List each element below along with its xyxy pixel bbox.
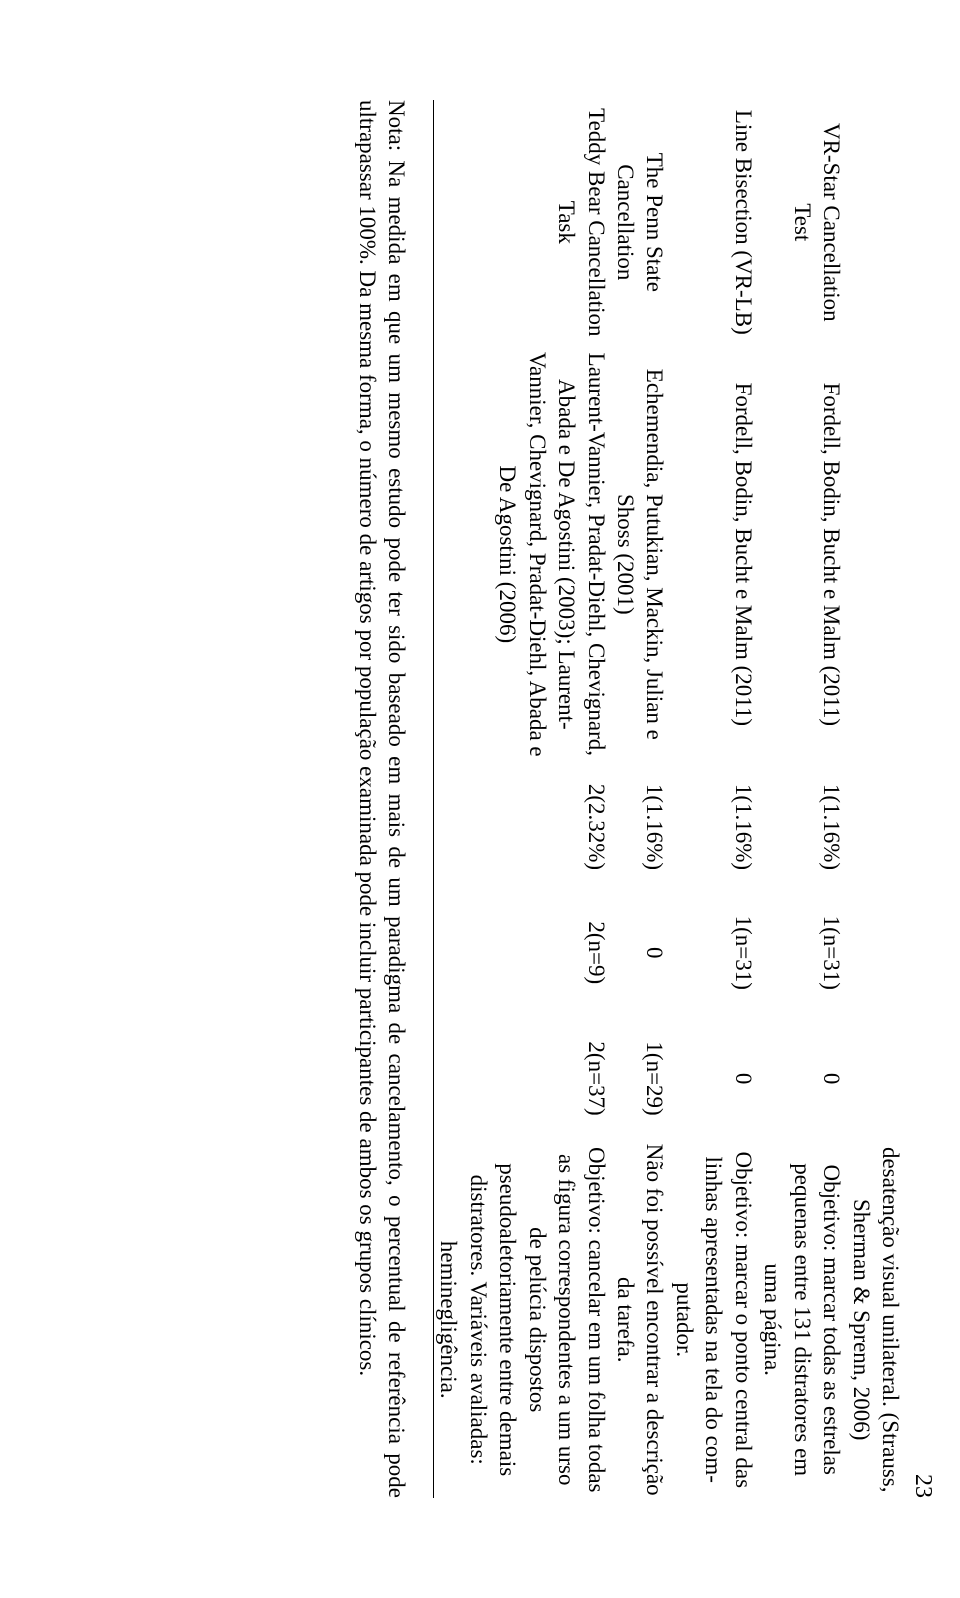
cell-g2: 2(n=37) <box>434 1016 611 1142</box>
cell-ref: Laurent-Vannier, Pradat-Diehl, Che­vigna… <box>434 345 611 764</box>
cell-g2: 0 <box>758 1016 846 1142</box>
cell-name: VR-Star Cancella­tion Test <box>758 100 846 345</box>
page-container: 23 desatenção visual unilate­ral. (Strau… <box>0 0 960 1598</box>
cell-g1: 2(n=9) <box>434 890 611 1016</box>
cell-desc: Objetivo: marcar todas as estrelas peque… <box>758 1141 846 1498</box>
cell-desc: Não foi possível encon­trar a descrição … <box>611 1141 670 1498</box>
cell-name <box>846 100 905 345</box>
table-row: Teddy Bear Cancel­lation Task Laurent-Va… <box>434 100 611 1498</box>
cell-pct: 2(2.32%) <box>434 764 611 890</box>
cell-g1: 1(n=31) <box>670 890 758 1016</box>
cell-pct <box>846 764 905 890</box>
cell-pct: 1(1.16%) <box>758 764 846 890</box>
page-number: 23 <box>909 1474 936 1498</box>
cell-pct: 1(1.16%) <box>670 764 758 890</box>
cell-ref: Fordell, Bodin, Bucht e Malm (2011) <box>670 345 758 764</box>
data-table: desatenção visual unilate­ral. (Strauss,… <box>433 100 905 1498</box>
cell-desc: Objetivo: cancelar em um folha todas as … <box>434 1141 611 1498</box>
cell-name: Teddy Bear Cancel­lation Task <box>434 100 611 345</box>
cell-name: Line Bisection (VR-­LB) <box>670 100 758 345</box>
table-row: desatenção visual unilate­ral. (Strauss,… <box>846 100 905 1498</box>
cell-pct: 1(1.16%) <box>611 764 670 890</box>
cell-desc: Objetivo: marcar o ponto central das lin… <box>670 1141 758 1498</box>
table-row: Line Bisection (VR-­LB) Fordell, Bodin, … <box>670 100 758 1498</box>
cell-g1 <box>846 890 905 1016</box>
cell-g1: 0 <box>611 890 670 1016</box>
table-row: The Penn State Cancellation Echemendia, … <box>611 100 670 1498</box>
cell-ref <box>846 345 905 764</box>
cell-desc: desatenção visual unilate­ral. (Strauss,… <box>846 1141 905 1498</box>
cell-g2 <box>846 1016 905 1142</box>
cell-ref: Echemendia, Putukian, Mackin, Julian e S… <box>611 345 670 764</box>
cell-g1: 1(n=31) <box>758 890 846 1016</box>
table-row: VR-Star Cancella­tion Test Fordell, Bodi… <box>758 100 846 1498</box>
cell-ref: Fordell, Bodin, Bucht e Malm (2011) <box>758 345 846 764</box>
cell-g2: 0 <box>670 1016 758 1142</box>
cell-name: The Penn State Cancellation <box>611 100 670 345</box>
cell-g2: 1(n=29) <box>611 1016 670 1142</box>
footnote: Nota: Na medida em que um mesmo estudo p… <box>352 100 411 1498</box>
